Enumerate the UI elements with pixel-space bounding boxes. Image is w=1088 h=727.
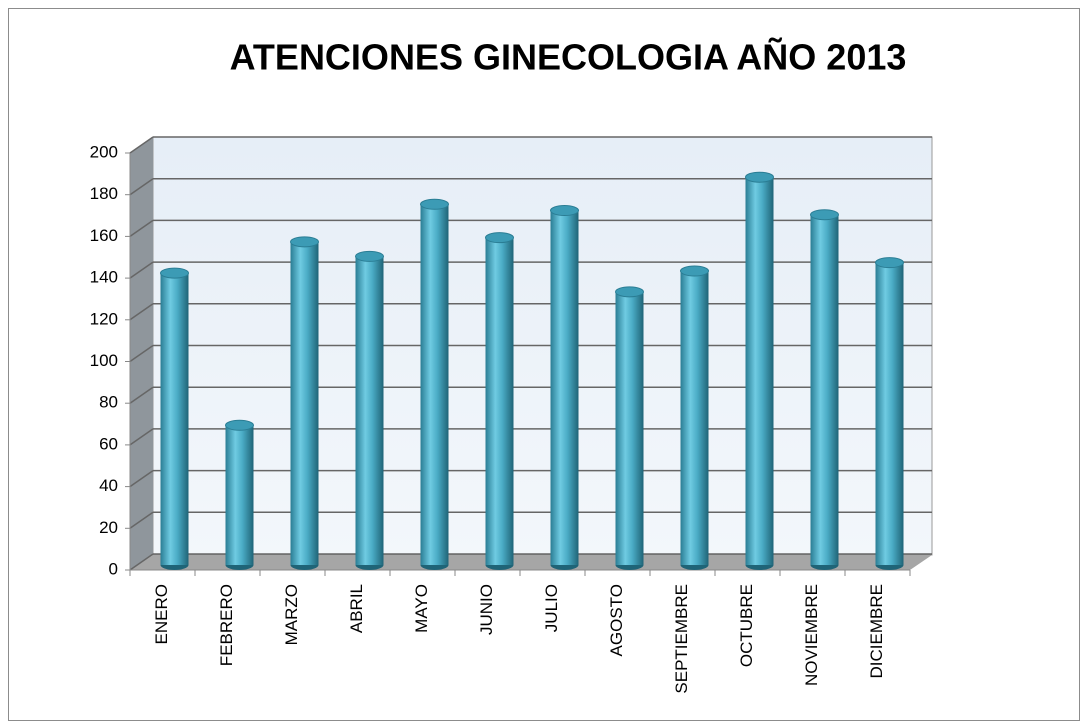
grid-line bbox=[129, 428, 154, 446]
bar-top bbox=[680, 265, 709, 277]
bar bbox=[745, 177, 774, 565]
bar bbox=[875, 262, 904, 565]
x-tick-label: AGOSTO bbox=[607, 584, 626, 656]
bar-top bbox=[225, 419, 254, 431]
chart-title: ATENCIONES GINECOLOGIA AÑO 2013 bbox=[230, 36, 907, 78]
x-tick-label: JULIO bbox=[542, 584, 561, 632]
grid-line bbox=[129, 178, 154, 196]
bar bbox=[680, 271, 709, 565]
y-tick-label: 80 bbox=[99, 393, 118, 412]
y-tick-label: 100 bbox=[90, 351, 118, 370]
y-tick-label: 40 bbox=[99, 476, 118, 495]
x-tick-label: DICIEMBRE bbox=[867, 584, 886, 678]
bar-top bbox=[485, 232, 514, 244]
y-tick-label: 120 bbox=[90, 309, 118, 328]
x-tick-label: SEPTIEMBRE bbox=[672, 584, 691, 694]
floor bbox=[130, 555, 932, 570]
bar bbox=[485, 237, 514, 565]
bar-top bbox=[420, 198, 449, 210]
bar bbox=[225, 425, 254, 565]
grid-line bbox=[129, 469, 154, 488]
y-tick-label: 200 bbox=[90, 142, 118, 161]
bar-top bbox=[290, 236, 319, 248]
x-tick-label: MAYO bbox=[412, 584, 431, 633]
x-tick-label: ENERO bbox=[152, 584, 171, 644]
grid-line bbox=[129, 511, 154, 529]
grid-line bbox=[129, 344, 154, 363]
y-tick-label: 140 bbox=[90, 268, 118, 287]
bar-top bbox=[550, 205, 579, 217]
x-tick-label: FEBRERO bbox=[217, 584, 236, 666]
bar-top bbox=[160, 267, 189, 279]
bar-top bbox=[355, 250, 384, 262]
x-tick-label: MARZO bbox=[282, 584, 301, 645]
x-tick-label: NOVIEMBRE bbox=[802, 584, 821, 686]
grid-line bbox=[129, 136, 154, 154]
bar bbox=[550, 210, 579, 566]
grid-line bbox=[129, 261, 154, 279]
x-tick-label: ABRIL bbox=[347, 584, 366, 633]
bar-top bbox=[875, 257, 904, 269]
bar bbox=[290, 241, 319, 565]
x-tick-label: OCTUBRE bbox=[737, 584, 756, 667]
y-tick-label: 0 bbox=[109, 559, 118, 578]
bar-top bbox=[615, 286, 644, 298]
bar-top bbox=[810, 209, 839, 221]
y-tick-label: 180 bbox=[90, 184, 118, 203]
bar bbox=[810, 214, 839, 565]
grid-line bbox=[129, 553, 154, 571]
y-tick-label: 20 bbox=[99, 518, 118, 537]
y-tick-label: 160 bbox=[90, 226, 118, 245]
bar-top bbox=[745, 171, 774, 183]
grid-line bbox=[129, 219, 154, 238]
bar bbox=[420, 204, 449, 566]
y-tick-label: 60 bbox=[99, 434, 118, 453]
x-tick-label: JUNIO bbox=[477, 584, 496, 635]
grid-line bbox=[129, 303, 154, 321]
bar bbox=[615, 291, 644, 565]
bar bbox=[160, 273, 189, 565]
grid-line bbox=[129, 386, 154, 404]
bar bbox=[355, 256, 384, 565]
